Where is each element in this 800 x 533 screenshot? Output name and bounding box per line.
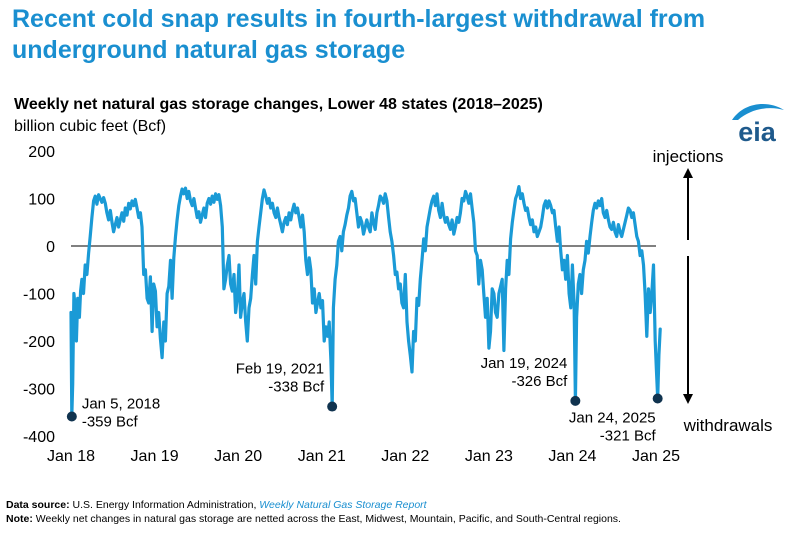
annotation-value: -338 Bcf [268,379,325,396]
x-tick-label: Jan 25 [632,448,680,465]
withdrawals-label: withdrawals [683,416,773,435]
note-text: Weekly net changes in natural gas storag… [35,513,621,525]
annotation-date: Feb 19, 2021 [236,361,324,378]
y-tick-label: -200 [23,334,55,351]
source-text: U.S. Energy Information Administration, [72,499,257,511]
x-tick-label: Jan 18 [47,448,95,465]
source-label: Data source: [6,499,70,511]
withdrawals-arrow-head [683,394,693,404]
x-tick-label: Jan 21 [298,448,346,465]
y-tick-label: -100 [23,287,55,304]
x-tick-label: Jan 22 [381,448,429,465]
x-tick-label: Jan 19 [131,448,179,465]
annotation-marker [66,411,77,422]
y-tick-label: 100 [28,192,55,209]
injections-label: injections [653,147,724,166]
annotation-date: Jan 19, 2024 [481,355,568,372]
x-tick-label: Jan 20 [214,448,262,465]
annotation-marker [652,393,663,404]
annotation-value: -359 Bcf [82,414,139,431]
page-headline: Recent cold snap results in fourth-large… [12,5,706,64]
annotation-value: -326 Bcf [511,373,568,390]
note-label: Note: [6,513,33,525]
x-tick-label: Jan 23 [465,448,513,465]
eia-logo: eia [732,104,784,144]
source-link[interactable]: Weekly Natural Gas Storage Report [259,499,427,511]
injections-arrow-head [683,168,693,178]
chart-title: Weekly net natural gas storage changes, … [14,96,543,113]
annotation-marker [570,395,581,406]
footer-note: Note: Weekly net changes in natural gas … [6,513,621,526]
series-line [69,185,662,419]
eia-logo-text: eia [738,117,777,144]
eia-logo-swoosh [732,104,784,120]
annotation-date: Jan 5, 2018 [82,396,160,413]
y-tick-label: -400 [23,429,55,446]
annotation-date: Jan 24, 2025 [569,409,656,426]
x-tick-label: Jan 24 [548,448,596,465]
y-tick-label: -300 [23,382,55,399]
annotation-marker [327,401,338,412]
y-tick-label: 200 [28,144,55,161]
footer-source: Data source: U.S. Energy Information Adm… [6,499,427,512]
y-axis-unit-label: billion cubic feet (Bcf) [14,118,167,135]
annotation-value: -321 Bcf [600,427,657,444]
y-tick-label: 0 [46,239,55,256]
